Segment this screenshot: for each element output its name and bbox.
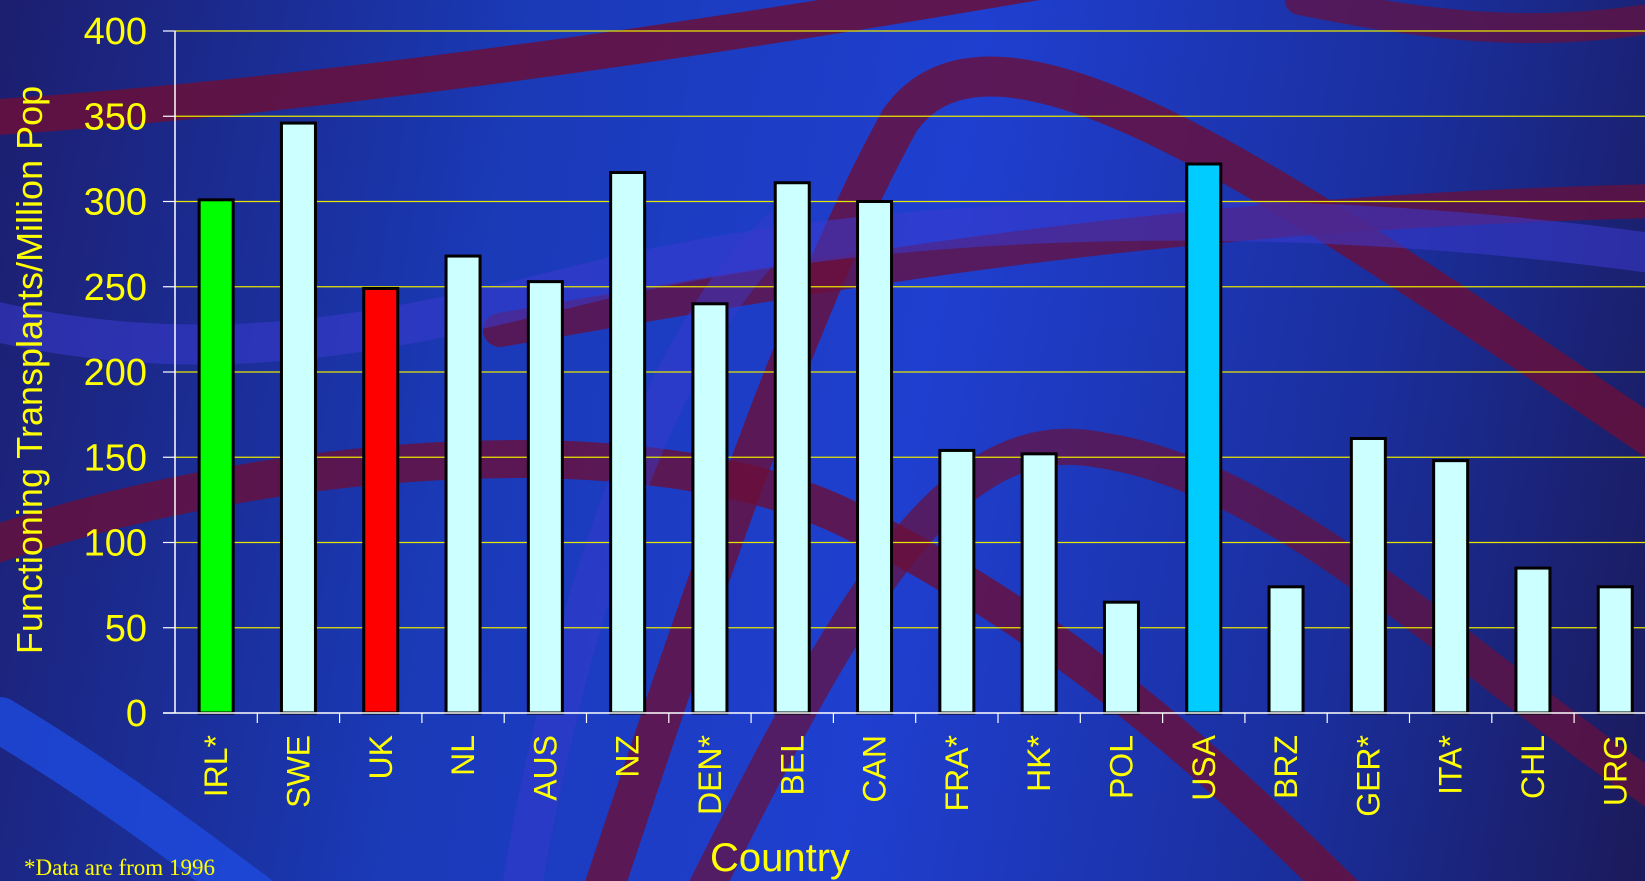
x-tick-label: BEL — [774, 735, 810, 795]
bar-swe — [279, 121, 317, 715]
bar-brz — [1267, 585, 1305, 715]
x-tick-label: ITA* — [1433, 735, 1469, 795]
y-tick-label: 350 — [84, 96, 147, 138]
y-axis-label: Functioning Transplants/Million Pop — [9, 85, 50, 655]
x-tick-label: CHL — [1515, 735, 1551, 799]
x-tick-label: USA — [1186, 734, 1222, 800]
x-tick-label: URG — [1597, 735, 1633, 806]
x-tick-label: FRA* — [939, 735, 975, 811]
axes — [163, 31, 1645, 714]
footnote: *Data are from 1996 — [24, 855, 215, 880]
x-tick-label: HK* — [1021, 735, 1057, 792]
x-tick-label: POL — [1103, 735, 1139, 799]
y-tick-label: 0 — [126, 693, 147, 735]
x-tick-label: IRL* — [198, 735, 234, 797]
y-tick-label: 200 — [84, 352, 147, 394]
y-tick-label: 100 — [84, 523, 147, 565]
bar-aus — [526, 280, 564, 715]
y-axis-ticks: 0 50 100 150 200 250 300 350 400 — [84, 11, 175, 735]
bar-can — [856, 200, 894, 715]
bar-urg — [1596, 585, 1634, 715]
bar-uk — [362, 286, 400, 715]
bar-hk — [1020, 452, 1058, 715]
y-tick-label: 400 — [84, 11, 147, 53]
bar-pol — [1102, 600, 1140, 715]
x-tick-label: UK — [363, 735, 399, 779]
y-tick-label: 300 — [84, 182, 147, 224]
x-tick-label: NL — [445, 735, 481, 776]
bar-irl — [197, 198, 235, 715]
x-axis-label: Country — [709, 836, 851, 880]
gridlines — [175, 30, 1645, 629]
bar-fra — [938, 448, 976, 715]
bar-ita — [1432, 459, 1470, 715]
x-tick-label: CAN — [857, 735, 893, 803]
x-tick-label: NZ — [610, 735, 646, 778]
bar-bel — [773, 181, 811, 715]
x-tick-label: AUS — [527, 735, 563, 801]
bar-den — [691, 302, 729, 715]
y-tick-label: 250 — [84, 267, 147, 309]
x-tick-label: BRZ — [1268, 735, 1304, 799]
bar-nz — [609, 171, 647, 715]
x-tick-label: GER* — [1350, 735, 1386, 817]
bar-chl — [1514, 566, 1552, 715]
x-axis-ticks: IRL* SWE UK NL AUS NZ DEN* BEL CAN FRA* HK* POL USA B… — [198, 713, 1633, 817]
x-tick-label: DEN* — [692, 735, 728, 815]
y-tick-label: 50 — [105, 608, 147, 650]
bar-nl — [444, 254, 482, 715]
bars — [197, 121, 1634, 715]
y-tick-label: 150 — [84, 437, 147, 479]
bar-usa — [1185, 162, 1223, 715]
bar-ger — [1349, 436, 1387, 715]
x-tick-label: SWE — [280, 735, 316, 808]
